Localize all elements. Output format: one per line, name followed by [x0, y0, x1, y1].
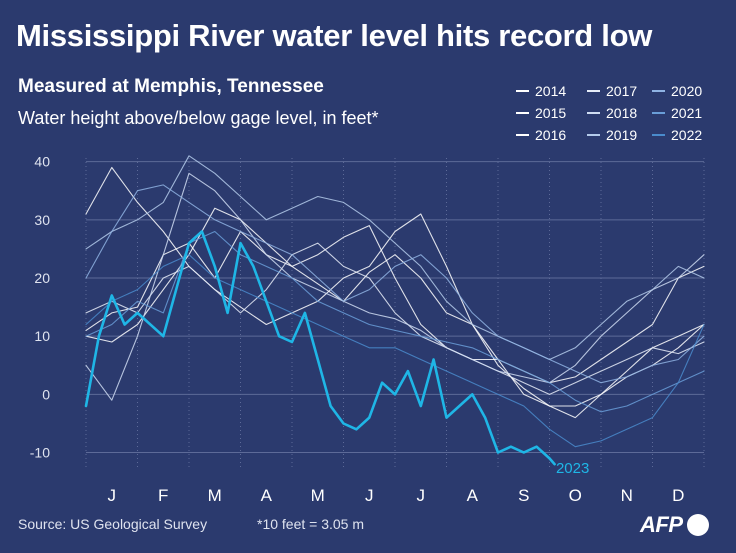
- legend-item-2015: 2015: [516, 105, 566, 121]
- legend-label-2019: 2019: [606, 127, 638, 143]
- x-tick-label: F: [158, 486, 168, 505]
- legend-label-2022: 2022: [671, 127, 703, 143]
- legend-swatch-2014: [516, 90, 529, 92]
- unit-footnote: *10 feet = 3.05 m: [257, 516, 365, 532]
- y-axis-label: Water height above/below gage level, in …: [18, 108, 379, 128]
- legend-item-2018: 2018: [587, 105, 637, 121]
- series-line-2023: [84, 230, 556, 466]
- legend-label-2016: 2016: [535, 127, 567, 143]
- x-tick-label: S: [518, 486, 529, 505]
- legend-swatch-2019: [587, 134, 600, 136]
- legend-swatch-2020: [652, 90, 665, 92]
- source-note: Source: US Geological Survey: [18, 516, 208, 532]
- chart-title: Mississippi River water level hits recor…: [16, 18, 653, 53]
- legend-swatch-2022: [652, 134, 665, 136]
- y-tick-label: 10: [34, 328, 50, 344]
- legend-label-2017: 2017: [606, 83, 638, 99]
- series-line-2022: [85, 254, 705, 448]
- legend-label-2021: 2021: [671, 105, 703, 121]
- x-tick-label: O: [569, 486, 582, 505]
- x-tick-label: A: [261, 486, 273, 505]
- x-tick-label: J: [417, 486, 426, 505]
- legend-label-2018: 2018: [606, 105, 638, 121]
- legend-item-2022: 2022: [652, 127, 702, 143]
- series-label-2023: 2023: [556, 460, 589, 477]
- afp-logo-text: AFP: [640, 512, 683, 537]
- x-tick-label: M: [311, 486, 325, 505]
- legend-swatch-2018: [587, 112, 600, 114]
- x-tick-label: J: [365, 486, 374, 505]
- x-tick-label: D: [672, 486, 684, 505]
- legend-item-2019: 2019: [587, 127, 637, 143]
- legend-item-2016: 2016: [516, 127, 566, 143]
- y-tick-label: 20: [34, 270, 50, 286]
- series-line-2017: [85, 242, 705, 395]
- legend-swatch-2015: [516, 112, 529, 114]
- legend-item-2021: 2021: [652, 105, 702, 121]
- chart-subtitle: Measured at Memphis, Tennessee: [18, 76, 324, 97]
- x-tick-label: A: [467, 486, 479, 505]
- legend-label-2015: 2015: [535, 105, 567, 121]
- x-tick-label: J: [108, 486, 117, 505]
- afp-logo-dot: [686, 514, 709, 536]
- legend-item-2020: 2020: [652, 83, 702, 99]
- y-tick-label: -10: [30, 445, 50, 461]
- legend-item-2014: 2014: [516, 83, 566, 99]
- y-tick-label: 40: [34, 154, 50, 170]
- afp-logo: AFP: [640, 512, 709, 538]
- y-tick-label: 0: [42, 386, 50, 402]
- legend-swatch-2021: [652, 112, 665, 114]
- legend-item-2017: 2017: [587, 83, 637, 99]
- legend-label-2020: 2020: [671, 83, 703, 99]
- y-tick-label: 30: [34, 212, 50, 228]
- legend-label-2014: 2014: [535, 83, 567, 99]
- legend-swatch-2016: [516, 134, 529, 136]
- series-line-2018: [85, 172, 705, 401]
- legend-swatch-2017: [587, 90, 600, 92]
- x-tick-label: N: [621, 486, 633, 505]
- series-line-2020: [85, 184, 705, 384]
- series-line-2019: [85, 155, 705, 361]
- x-tick-label: M: [208, 486, 222, 505]
